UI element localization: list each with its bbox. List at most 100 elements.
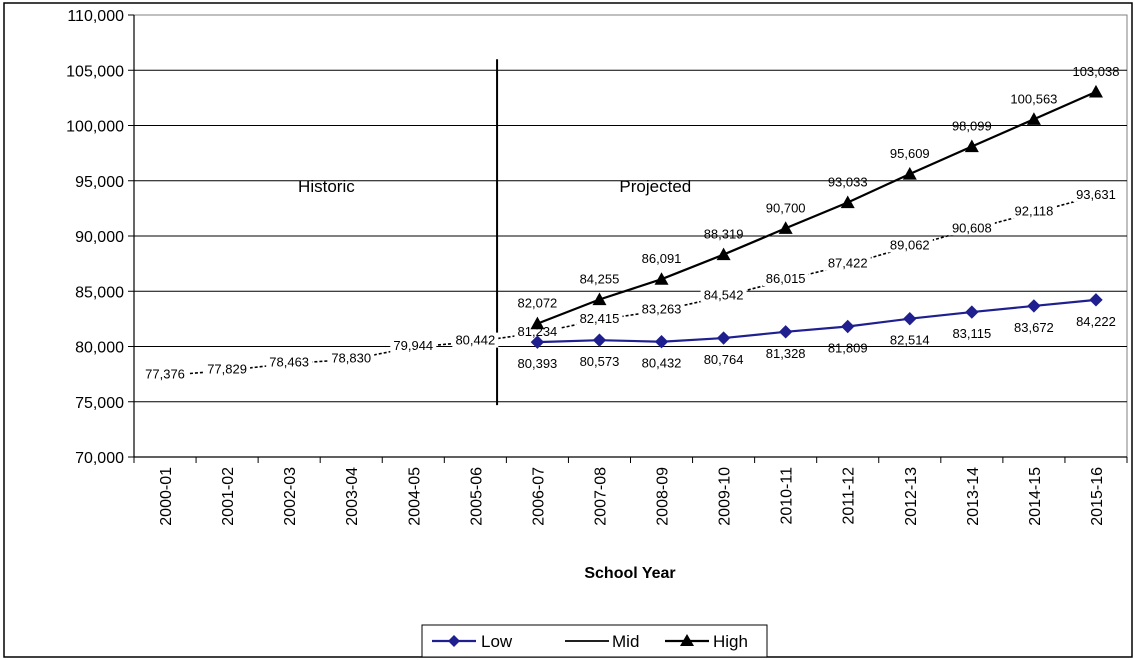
data-label-low: 81,809 xyxy=(828,341,868,356)
data-label-high: 90,700 xyxy=(766,200,806,215)
series-line-high xyxy=(537,90,1097,325)
data-label-mid: 87,422 xyxy=(824,255,871,271)
marker-low xyxy=(841,319,855,334)
data-label-mid: 90,608 xyxy=(948,220,995,236)
marker-high xyxy=(1026,112,1041,125)
data-label-bg xyxy=(204,361,251,377)
y-tick-label: 90,000 xyxy=(75,229,124,246)
data-label-mid: 86,015 xyxy=(762,271,809,287)
gridlines xyxy=(134,69,1127,403)
legend-label-mid: Mid xyxy=(612,632,639,651)
y-tick-label: 75,000 xyxy=(75,395,124,412)
data-label-high: 86,091 xyxy=(642,251,682,266)
data-label-high: 84,255 xyxy=(580,271,620,286)
marker-high xyxy=(716,247,731,261)
x-tick-label: 2007-08 xyxy=(592,467,609,526)
x-tick-label: 2009-10 xyxy=(717,467,734,526)
y-tick-label: 95,000 xyxy=(75,174,124,191)
marker-high xyxy=(840,195,855,209)
data-label-high: 82,072 xyxy=(518,296,558,311)
data-label-mid: 93,631 xyxy=(1072,186,1119,202)
data-label-bg xyxy=(762,271,809,287)
data-label-low: 84,222 xyxy=(1076,314,1116,329)
data-label-mid: 82,415 xyxy=(576,310,623,326)
region-label-projected: Projected xyxy=(619,177,691,196)
data-label-low: 83,115 xyxy=(952,326,991,341)
marker-high xyxy=(654,272,669,285)
marker-high xyxy=(964,139,979,153)
data-label-low: 80,393 xyxy=(518,356,558,371)
marker-high xyxy=(902,167,917,180)
x-tick-label: 2005-06 xyxy=(468,467,485,526)
data-label-low: 83,672 xyxy=(1014,320,1054,335)
series-line-mid xyxy=(164,195,1097,377)
marker-low xyxy=(965,305,979,319)
marker-low xyxy=(530,335,545,349)
data-label-mid: 77,376 xyxy=(142,366,189,382)
y-axis: 70,000 75,000 80,000 85,000 90,000 95,000 100,… xyxy=(66,8,135,467)
x-tick-label: 2006-07 xyxy=(530,467,547,526)
x-tick-label: 2002-03 xyxy=(282,467,299,526)
data-label-bg xyxy=(266,354,313,370)
y-tick-label: 80,000 xyxy=(75,340,124,357)
legend-marker-low xyxy=(448,635,460,647)
x-tick-label: 2013-14 xyxy=(965,467,982,526)
x-tick-label: 2001-02 xyxy=(220,467,237,526)
data-label-mid-text: 87,422 xyxy=(828,255,868,270)
x-tick-label: 2012-13 xyxy=(903,467,920,526)
data-label-bg xyxy=(638,301,685,317)
data-label-high: 103,038 xyxy=(1072,64,1119,79)
data-label-bg xyxy=(328,350,375,366)
data-label-bg xyxy=(948,220,995,236)
data-label-mid: 77,829 xyxy=(204,361,251,377)
data-label-mid-text: 79,944 xyxy=(393,338,433,353)
x-axis: 2000-01 2001-02 2002-03 2003-04 2004-05 2005-… xyxy=(133,456,1128,526)
y-tick-label: 110,000 xyxy=(67,8,124,25)
data-label-high: 95,609 xyxy=(890,146,930,161)
x-tick-label: 2010-11 xyxy=(779,467,796,525)
data-label-low: 81,328 xyxy=(766,346,806,361)
data-label-mid: 83,263 xyxy=(638,301,685,317)
data-label-high: 100,563 xyxy=(1010,91,1057,106)
data-label-mid: 79,944 xyxy=(390,338,437,354)
marker-low xyxy=(903,312,917,326)
legend-label-low: Low xyxy=(481,632,513,651)
data-label-mid-text: 83,263 xyxy=(642,301,682,316)
data-label-mid: 89,062 xyxy=(886,237,933,253)
x-tick-label: 2011-12 xyxy=(841,467,858,525)
marker-high xyxy=(530,316,545,330)
data-label-mid: 78,830 xyxy=(328,350,375,366)
data-label-mid-text: 93,631 xyxy=(1076,187,1116,202)
legend: Low Mid High xyxy=(421,624,768,658)
data-label-bg xyxy=(824,255,871,271)
data-label-high: 93,033 xyxy=(828,174,868,189)
data-label-mid: 84,542 xyxy=(700,287,747,303)
data-label-mid-text: 92,118 xyxy=(1015,204,1054,219)
marker-high xyxy=(1088,84,1103,98)
marker-low xyxy=(1089,293,1103,307)
data-label-mid-text: 86,015 xyxy=(766,271,806,286)
y-tick-label: 85,000 xyxy=(75,284,124,301)
data-label-bg xyxy=(576,310,623,326)
data-label-mid-text: 77,376 xyxy=(145,366,185,381)
x-tick-label: 2004-05 xyxy=(406,467,423,526)
data-label-bg xyxy=(452,332,499,348)
y-tick-label: 70,000 xyxy=(75,450,124,467)
marker-low xyxy=(592,333,607,347)
x-tick-label: 2008-09 xyxy=(655,467,672,526)
data-label-mid: 92,118 xyxy=(1010,203,1057,219)
data-label-bg xyxy=(142,366,189,382)
x-tick-label: 2014-15 xyxy=(1027,467,1044,526)
marker-high xyxy=(592,292,607,306)
data-label-bg xyxy=(886,237,933,253)
data-label-mid: 78,463 xyxy=(266,354,313,370)
data-label-low: 82,514 xyxy=(890,333,930,348)
data-label-mid-text: 82,415 xyxy=(580,311,620,326)
data-label-mid-text: 84,542 xyxy=(704,287,744,302)
data-label-mid-text: 81,234 xyxy=(518,324,558,339)
data-label-low: 80,432 xyxy=(642,356,682,371)
data-label-bg xyxy=(1072,186,1119,202)
series-layer: 77,376 77,829 78,463 78,830 79,944 80,442 81,2… xyxy=(142,64,1119,382)
data-label-mid-text: 77,829 xyxy=(207,361,247,376)
data-label-mid-text: 80,442 xyxy=(455,333,495,348)
